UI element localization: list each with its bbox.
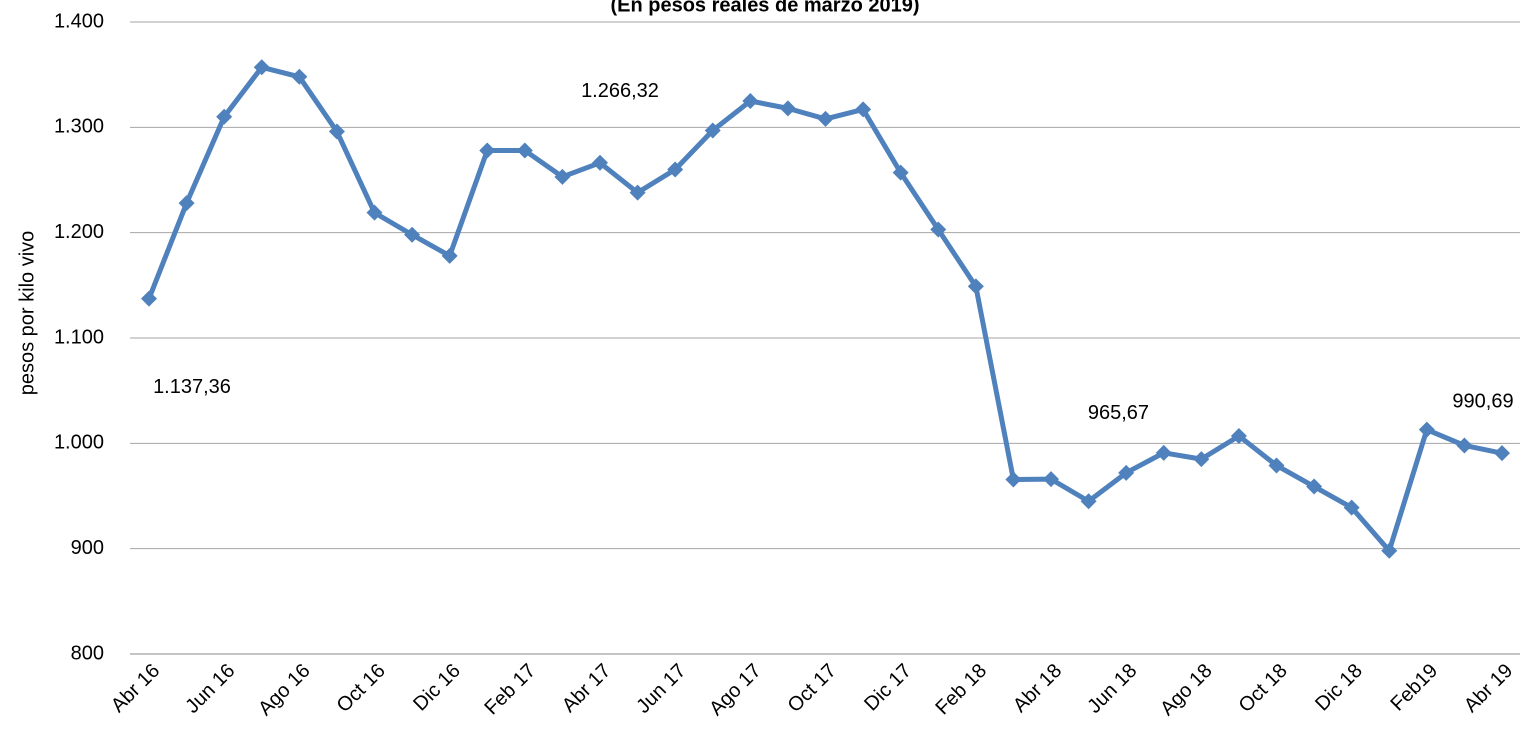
x-tick-label: Jun 16 [181, 660, 239, 718]
marker [404, 226, 421, 243]
marker [892, 164, 909, 181]
y-tick-label: 800 [71, 642, 104, 664]
x-tick-label: Feb 17 [481, 660, 541, 720]
marker [141, 290, 157, 307]
y-tick-label: 900 [71, 537, 104, 559]
data-label: 1.137,36 [153, 376, 231, 398]
x-tick-label: Ago 18 [1156, 660, 1216, 720]
x-tick-label: Dic 16 [409, 660, 465, 716]
marker [516, 142, 533, 159]
x-tick-label: Oct 17 [784, 660, 841, 717]
marker [629, 184, 646, 201]
x-tick-label: Ago 17 [705, 660, 765, 720]
marker [967, 278, 984, 295]
data-label: 1.266,32 [581, 80, 659, 102]
x-tick-label: Abr 17 [558, 660, 615, 717]
x-tick-label: Dic 17 [860, 660, 916, 716]
marker [1155, 444, 1172, 461]
chart-title: (En pesos reales de marzo 2019) [610, 0, 919, 16]
marker [479, 142, 496, 159]
x-tick-label: Abr 19 [1460, 660, 1517, 717]
marker [817, 110, 834, 127]
x-tick-label: Abr 16 [107, 660, 164, 717]
data-label: 990,69 [1452, 390, 1513, 412]
marker [178, 195, 195, 212]
x-tick-label: Oct 16 [333, 660, 390, 717]
marker [1118, 464, 1135, 481]
marker [554, 168, 571, 185]
marker [930, 221, 947, 238]
marker [704, 122, 721, 139]
marker [667, 161, 684, 178]
x-tick-label: Ago 16 [254, 660, 314, 720]
marker [1494, 445, 1510, 462]
y-tick-label: 1.400 [54, 10, 104, 32]
x-tick-label: Feb 18 [932, 660, 992, 720]
marker [592, 154, 608, 171]
marker [366, 204, 383, 221]
marker [1268, 457, 1285, 474]
x-tick-label: Abr 18 [1009, 660, 1066, 717]
data-label: 965,67 [1088, 402, 1149, 424]
line [146, 64, 1503, 554]
marker [1456, 437, 1473, 454]
marker [855, 101, 872, 118]
marker [1418, 421, 1435, 438]
marker [441, 247, 458, 264]
y-axis-label: pesos por kilo vivo [16, 231, 38, 396]
marker [1381, 542, 1398, 559]
marker [1043, 471, 1059, 488]
marker [1193, 451, 1210, 468]
marker [1306, 478, 1323, 495]
y-tick-label: 1.100 [54, 326, 104, 348]
y-tick-label: 1.300 [54, 116, 104, 138]
marker [1080, 493, 1097, 510]
y-tick-label: 1.000 [54, 432, 104, 454]
marker [1005, 471, 1022, 488]
x-tick-label: Feb19 [1386, 660, 1442, 716]
marker [1343, 499, 1360, 516]
x-tick-label: Oct 18 [1235, 660, 1292, 717]
marker [216, 108, 233, 125]
x-tick-label: Jun 17 [632, 660, 690, 718]
y-tick-label: 1.200 [54, 221, 104, 243]
marker [1230, 427, 1247, 444]
marker [328, 123, 345, 140]
marker [291, 68, 308, 85]
x-tick-label: Dic 18 [1311, 660, 1367, 716]
marker [253, 59, 270, 76]
marker [779, 100, 796, 117]
x-tick-label: Jun 18 [1083, 660, 1141, 718]
marker [742, 93, 759, 109]
